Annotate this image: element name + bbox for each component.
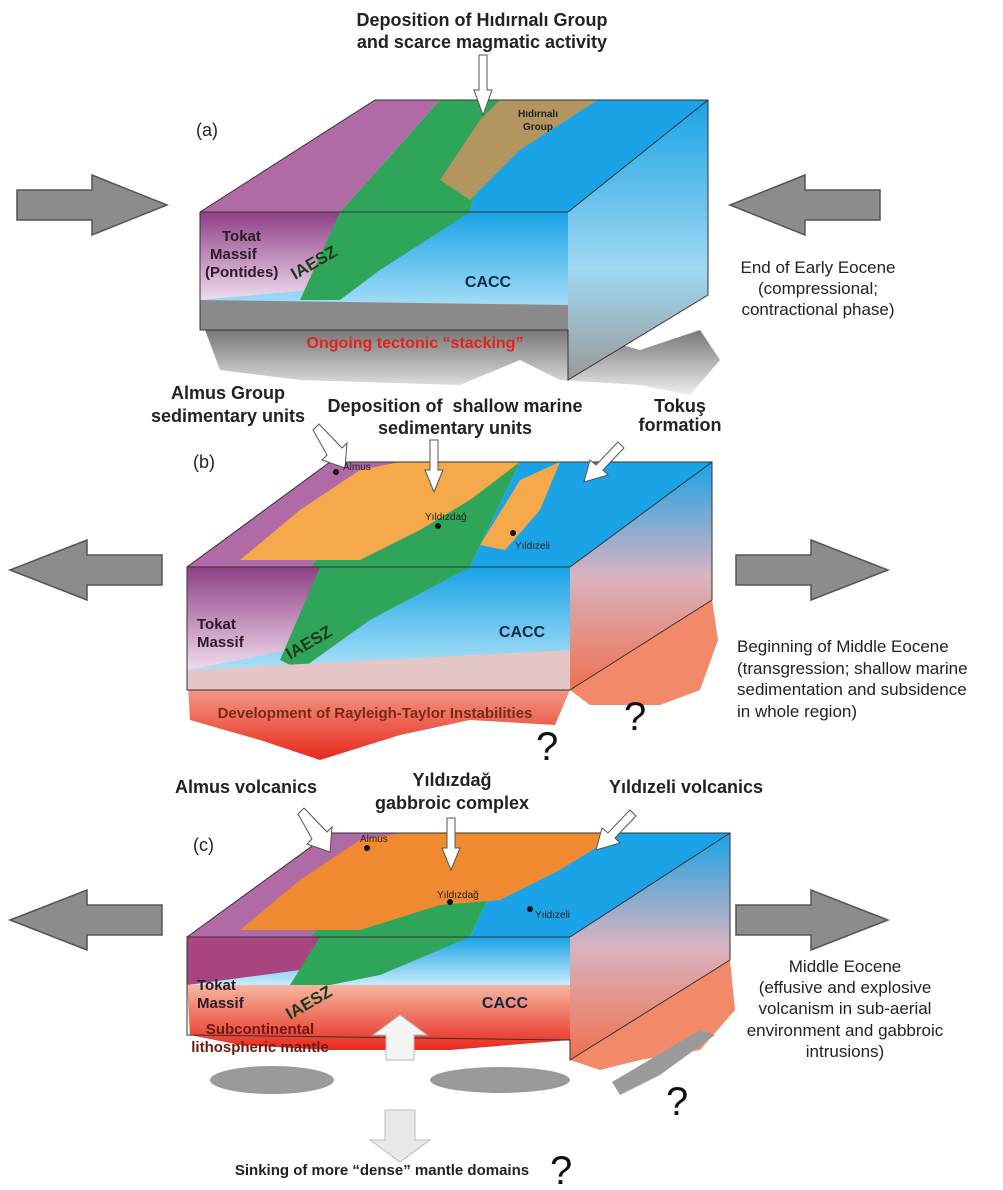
callout: sedimentary units — [378, 418, 532, 438]
locality-label: Yıldızdağ — [425, 512, 467, 523]
massif-label: Massif — [197, 995, 245, 1012]
extension-arrow — [736, 540, 888, 600]
locality-label: Yıldızeli — [515, 541, 550, 552]
locality-dot — [333, 469, 339, 475]
panel-b: Almus Group sedimentary units Deposition… — [10, 383, 968, 769]
callout: sedimentary units — [151, 406, 305, 426]
question-mark: ? — [550, 1149, 572, 1190]
sinking-domain — [430, 1067, 570, 1093]
locality-label: Yıldızeli — [535, 910, 570, 921]
panel-a: Deposition of Hıdırnalı Group and scarce… — [17, 10, 895, 395]
massif-label: Massif — [210, 246, 258, 263]
mantle-label: Subcontinental — [206, 1021, 314, 1038]
locality-dot — [435, 523, 441, 529]
caption: Beginning of Middle Eocene — [737, 637, 949, 656]
massif-label: Massif — [197, 634, 245, 651]
process-label: Development of Rayleigh-Taylor Instabili… — [218, 705, 533, 722]
mantle-label: lithospheric mantle — [191, 1039, 329, 1056]
compression-arrow — [730, 175, 880, 235]
callout: Almus volcanics — [175, 777, 317, 797]
callout: Deposition of Hıdırnalı Group — [357, 10, 608, 30]
callout: Tokuş — [654, 396, 706, 416]
pointer-arrow — [298, 808, 332, 852]
callout: gabbroic complex — [375, 793, 529, 813]
diagram: Deposition of Hıdırnalı Group and scarce… — [0, 0, 1003, 1190]
caption: in whole region) — [737, 702, 857, 721]
panel-label: (a) — [196, 120, 218, 140]
caption: (effusive and explosive — [759, 978, 932, 997]
locality-label: Almus — [343, 462, 371, 473]
massif-label: Tokat — [197, 616, 236, 633]
panel-label: (b) — [193, 452, 215, 472]
unit-label: Group — [523, 122, 553, 133]
compression-arrow — [17, 175, 167, 235]
sinking-label: Sinking of more “dense” mantle domains — [235, 1162, 529, 1179]
caption: environment and gabbroic — [747, 1021, 944, 1040]
caption: (transgression; shallow marine — [737, 659, 968, 678]
panel-label: (c) — [193, 835, 214, 855]
locality-dot — [527, 906, 533, 912]
callout: and scarce magmatic activity — [357, 32, 607, 52]
callout: formation — [639, 415, 722, 435]
base-layer — [200, 300, 568, 330]
extension-arrow — [10, 540, 162, 600]
extension-arrow — [736, 890, 888, 950]
caption: contractional phase) — [741, 300, 894, 319]
caption: sedimentation and subsidence — [737, 680, 967, 699]
question-mark: ? — [624, 695, 646, 739]
caption: intrusions) — [806, 1042, 884, 1061]
massif-label: (Pontides) — [205, 264, 278, 281]
extension-arrow — [10, 890, 162, 950]
locality-dot — [510, 530, 516, 536]
complex-label: CACC — [482, 995, 529, 1012]
locality-dot — [364, 845, 370, 851]
locality-label: Almus — [360, 834, 388, 845]
process-label: Ongoing tectonic “stacking” — [307, 335, 524, 352]
pointer-arrow — [313, 424, 347, 468]
question-mark: ? — [666, 1080, 688, 1124]
callout: Yıldızdağ — [412, 770, 491, 790]
massif-label: Tokat — [222, 228, 261, 245]
question-mark: ? — [536, 725, 558, 769]
complex-label: CACC — [499, 624, 546, 641]
unit-label: Hıdırnalı — [518, 109, 558, 120]
complex-label: CACC — [465, 274, 512, 291]
panel-c: Almus volcanics Yıldızdağ gabbroic compl… — [10, 770, 944, 1190]
callout: Deposition of shallow marine — [327, 396, 582, 416]
sinking-arrow — [370, 1110, 430, 1162]
caption: (compressional; — [758, 279, 878, 298]
callout: Yıldızeli volcanics — [609, 777, 763, 797]
caption: Middle Eocene — [789, 957, 901, 976]
caption: volcanism in sub-aerial — [759, 999, 932, 1018]
locality-label: Yıldızdağ — [437, 890, 479, 901]
callout: Almus Group — [171, 383, 285, 403]
sinking-domain — [210, 1066, 334, 1094]
caption: End of Early Eocene — [741, 258, 896, 277]
massif-label: Tokat — [197, 977, 236, 994]
